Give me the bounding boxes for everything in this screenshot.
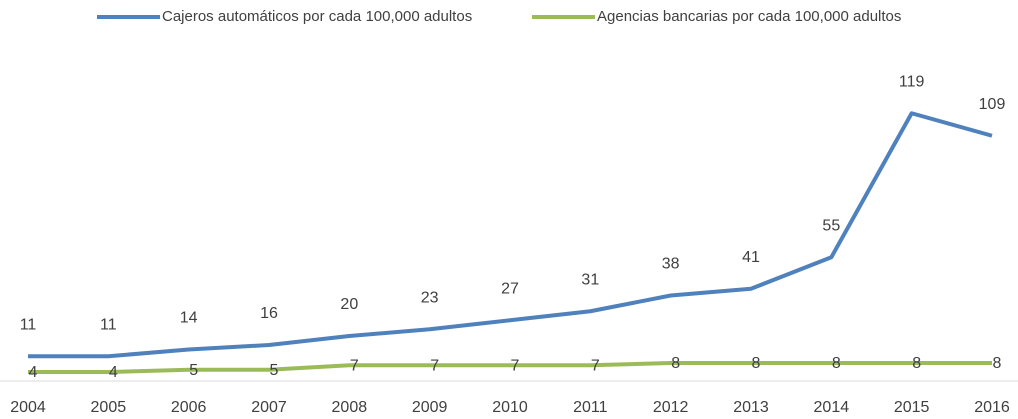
data-label: 16	[260, 305, 278, 322]
x-tick-label: 2011	[573, 399, 608, 416]
data-label: 8	[993, 355, 1002, 372]
data-label: 7	[591, 357, 600, 374]
data-label: 4	[109, 364, 118, 381]
legend-label: Cajeros automáticos por cada 100,000 adu…	[162, 8, 472, 25]
x-tick-label: 2009	[412, 399, 448, 416]
data-label: 109	[979, 96, 1006, 113]
x-tick-label: 2006	[171, 399, 207, 416]
data-label: 119	[899, 73, 925, 90]
x-tick-label: 2013	[733, 399, 769, 416]
data-label: 7	[430, 357, 439, 374]
x-tick-label: 2012	[653, 399, 689, 416]
data-label: 7	[511, 357, 520, 374]
x-tick-label: 2005	[91, 399, 127, 416]
data-label: 27	[501, 280, 519, 297]
data-label: 20	[340, 296, 358, 313]
x-tick-label: 2008	[332, 399, 368, 416]
x-tick-label: 2010	[492, 399, 528, 416]
data-label: 5	[189, 362, 198, 379]
series-line	[28, 111, 993, 359]
series-line	[28, 361, 992, 374]
data-label: 5	[270, 362, 279, 379]
data-label: 7	[350, 357, 359, 374]
data-label: 55	[822, 217, 840, 234]
x-tick-label: 2004	[10, 399, 46, 416]
data-label: 4	[29, 364, 38, 381]
x-tick-label: 2015	[894, 399, 930, 416]
x-tick-label: 2007	[251, 399, 287, 416]
legend-label: Agencias bancarias por cada 100,000 adul…	[597, 8, 901, 25]
data-label: 14	[180, 310, 198, 327]
data-label: 8	[671, 355, 680, 372]
data-label: 11	[100, 316, 117, 333]
x-tick-label: 2016	[974, 399, 1010, 416]
data-label: 38	[662, 256, 680, 273]
data-label: 23	[421, 289, 439, 306]
x-tick-label: 2014	[814, 399, 850, 416]
data-label: 31	[581, 271, 599, 288]
data-label: 8	[832, 355, 841, 372]
data-label: 8	[752, 355, 761, 372]
data-label: 8	[912, 355, 921, 372]
data-label: 11	[20, 316, 37, 333]
data-label: 41	[742, 249, 760, 266]
